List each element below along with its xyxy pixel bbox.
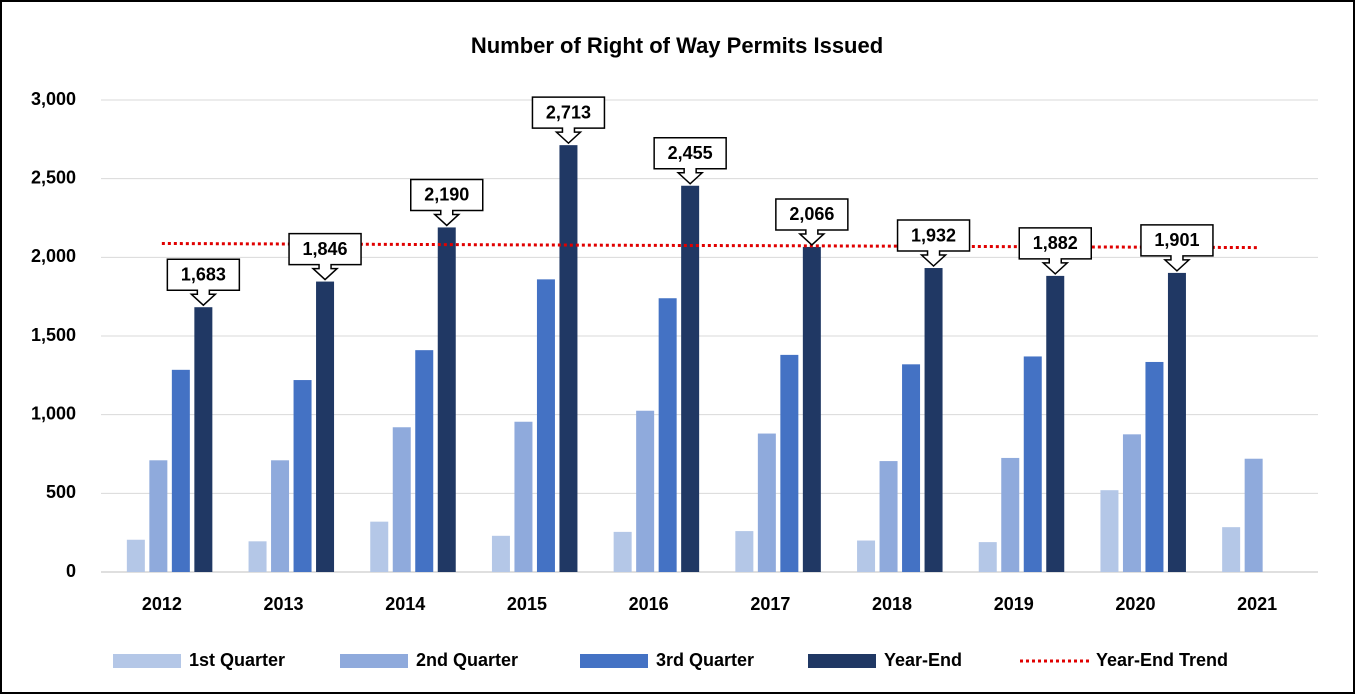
- bar: [149, 460, 168, 572]
- x-tick-label: 2020: [1115, 594, 1155, 614]
- bar: [1145, 361, 1164, 572]
- bar: [316, 281, 335, 572]
- bar: [514, 421, 533, 572]
- x-tick-label: 2019: [994, 594, 1034, 614]
- bar: [1122, 434, 1141, 572]
- x-tick-label: 2018: [872, 594, 912, 614]
- callout-box: [531, 96, 606, 145]
- bar: [171, 369, 190, 572]
- bar: [392, 427, 411, 572]
- bar: [857, 540, 876, 572]
- callout-box: [775, 198, 849, 246]
- bar: [248, 541, 267, 572]
- data-label: 1,882: [1033, 233, 1078, 253]
- bar: [924, 268, 943, 572]
- bar: [780, 354, 799, 572]
- y-tick-label: 1,500: [31, 325, 76, 345]
- callout-box: [166, 258, 241, 307]
- bar: [658, 298, 677, 572]
- x-tick-label: 2016: [629, 594, 669, 614]
- bar: [1167, 272, 1186, 572]
- data-label: 1,932: [911, 225, 956, 245]
- bar: [757, 433, 776, 572]
- bar: [1100, 490, 1119, 572]
- x-tick-label: 2013: [264, 594, 304, 614]
- y-tick-label: 500: [46, 482, 76, 502]
- bar: [126, 539, 145, 572]
- bar: [491, 535, 510, 572]
- y-tick-label: 1,000: [31, 403, 76, 423]
- data-label: 1,846: [303, 239, 348, 259]
- callout-box: [1140, 224, 1214, 272]
- bar: [1001, 457, 1020, 572]
- legend-swatch: [580, 654, 648, 668]
- y-tick-label: 3,000: [31, 89, 76, 109]
- bar: [536, 279, 555, 572]
- callout-box: [896, 219, 971, 268]
- chart-title: Number of Right of Way Permits Issued: [471, 33, 883, 58]
- bar: [271, 460, 290, 572]
- data-label: 2,713: [546, 102, 591, 122]
- bar: [1244, 458, 1263, 572]
- legend-swatch: [340, 654, 408, 668]
- legend-swatch: [808, 654, 876, 668]
- callout-box: [410, 178, 484, 227]
- data-label: 1,901: [1154, 230, 1199, 250]
- bar: [370, 521, 389, 572]
- y-tick-label: 2,500: [31, 167, 76, 187]
- bar: [978, 542, 997, 572]
- data-label: 2,066: [789, 204, 834, 224]
- bar: [437, 227, 456, 572]
- callout-box: [1018, 227, 1092, 275]
- bar: [613, 531, 632, 572]
- y-tick-label: 0: [66, 561, 76, 581]
- bar: [636, 410, 655, 572]
- bar: [293, 380, 312, 572]
- legend-label: 2nd Quarter: [416, 650, 518, 670]
- data-label: 2,455: [668, 143, 713, 163]
- bar: [194, 307, 213, 572]
- bar: [1046, 275, 1065, 572]
- bar: [559, 145, 578, 572]
- callout-box: [288, 232, 362, 281]
- x-tick-label: 2012: [142, 594, 182, 614]
- legend-label: Year-End: [884, 650, 962, 670]
- y-tick-label: 2,000: [31, 246, 76, 266]
- bar: [1222, 527, 1241, 572]
- data-label: 1,683: [181, 264, 226, 284]
- x-tick-label: 2017: [750, 594, 790, 614]
- x-tick-label: 2015: [507, 594, 547, 614]
- bar: [1023, 356, 1042, 572]
- callout-box: [653, 136, 727, 185]
- bar: [681, 185, 700, 572]
- legend-label: 3rd Quarter: [656, 650, 754, 670]
- legend-label: Year-End Trend: [1096, 650, 1228, 670]
- bar: [415, 350, 434, 572]
- bar: [802, 246, 821, 572]
- x-tick-label: 2014: [385, 594, 425, 614]
- x-tick-label: 2021: [1237, 594, 1277, 614]
- bar: [902, 364, 921, 572]
- bar: [735, 531, 754, 572]
- bar: [879, 461, 898, 572]
- legend-swatch: [113, 654, 181, 668]
- data-label: 2,190: [424, 185, 469, 205]
- legend-label: 1st Quarter: [189, 650, 285, 670]
